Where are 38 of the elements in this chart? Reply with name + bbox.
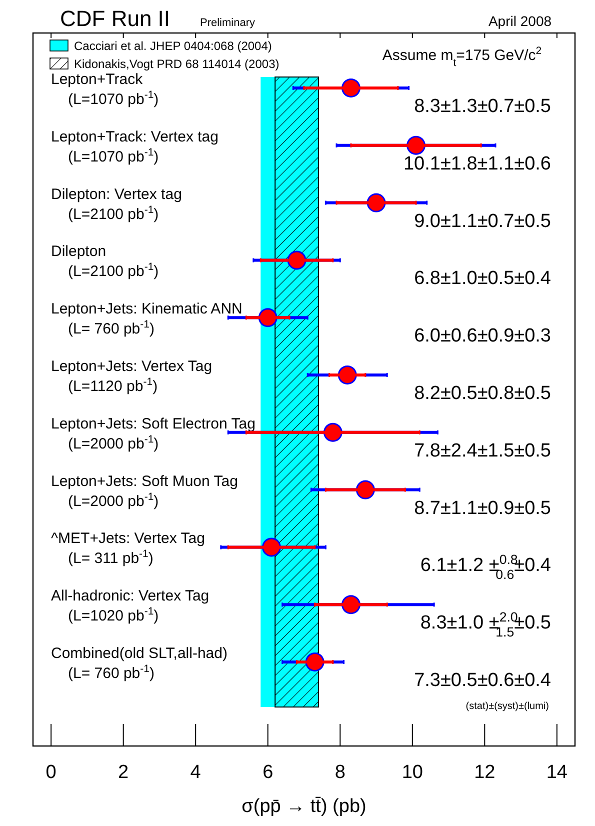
annotation: 8.3±1.3±0.7±0.5: [414, 96, 551, 117]
x-tick-label: 14: [546, 762, 568, 783]
y-tick-label: ^MET+Jets: Vertex Tag (L= 311 pb$^{-1}$): [51, 530, 205, 568]
legend-label: Kidonakis,Vogt PRD 68 114014 (2003): [74, 57, 280, 71]
annotation: 7.3±0.5±0.6±0.4: [414, 670, 552, 691]
y-tick-label: Lepton+Track: Vertex tag (L=1070 pb$^{-1}$): [51, 128, 218, 166]
y-tick-label: Lepton+Jets: Kinematic ANN (L= 760 pb$^{-1}$): [51, 300, 242, 338]
annotation: 8.3±1.0 ±$^{2.0}$$_{1.5}$±0.5: [420, 609, 551, 640]
x-tick-label: 6: [262, 762, 274, 783]
annotation: 6.1±1.2 ±$^{0.8}$$_{0.6}$±0.4: [420, 552, 552, 582]
legend-label: Cacciari et al. JHEP 0404:068 (2004): [74, 39, 272, 53]
x-tick-label: 0: [46, 762, 56, 783]
annotation: 9.0±1.1±0.7±0.5: [414, 210, 551, 232]
chart-subtitle: Preliminary: [200, 17, 256, 29]
annotation: (stat)±(syst)±(lumi): [466, 701, 549, 712]
y-tick-label: All-hadronic: Vertex Tag (L=1020 pb$^{-1}$): [51, 588, 210, 625]
annotation: 8.7±1.1±0.9±0.5: [414, 498, 551, 519]
y-tick-label: Lepton+Jets: Vertex Tag (L=1120 pb$^{-1}$): [51, 358, 212, 395]
y-tick-label: Lepton+Jets: Soft Muon Tag (L=2000 pb$^{-1}$): [51, 472, 238, 510]
chart-title: CDF Run II: [60, 6, 170, 31]
y-tick-label: Dilepton: Vertex tag (L=2100 pb$^{-1}$): [51, 186, 182, 223]
annotation: 6.0±0.6±0.9±0.3: [414, 326, 551, 347]
text: Assume m$_{t}$=175 GeV/c$^{2}$: [382, 45, 542, 69]
x-tick-label: 4: [190, 762, 202, 783]
annotation: 6.8±1.0±0.5±0.4: [414, 268, 552, 290]
annotation: 8.2±0.5±0.8±0.5: [414, 383, 551, 404]
x-axis-title: σ(pp̄ → tt̄) (pb): [242, 796, 366, 817]
x-tick-label: 12: [474, 762, 496, 783]
y-tick-label: Combined(old SLT,all-had) (L= 760 pb$^{-1}$): [51, 645, 228, 682]
x-tick-label: 2: [118, 762, 129, 783]
x-tick-label: 10: [402, 762, 423, 783]
y-tick-label: Lepton+Jets: Soft Electron Tag (L=2000 pb$^{-1}$): [51, 415, 256, 452]
annotation: 7.8±2.4±1.5±0.5: [414, 440, 551, 462]
y-tick-label: Dilepton (L=2100 pb$^{-1}$): [51, 243, 159, 280]
text: April 2008: [488, 13, 552, 29]
annotation: 10.1±1.8±1.1±0.6: [403, 153, 551, 174]
y-tick-label: Lepton+Track (L=1070 pb$^{-1}$): [51, 71, 159, 108]
x-tick-label: 8: [334, 762, 346, 783]
